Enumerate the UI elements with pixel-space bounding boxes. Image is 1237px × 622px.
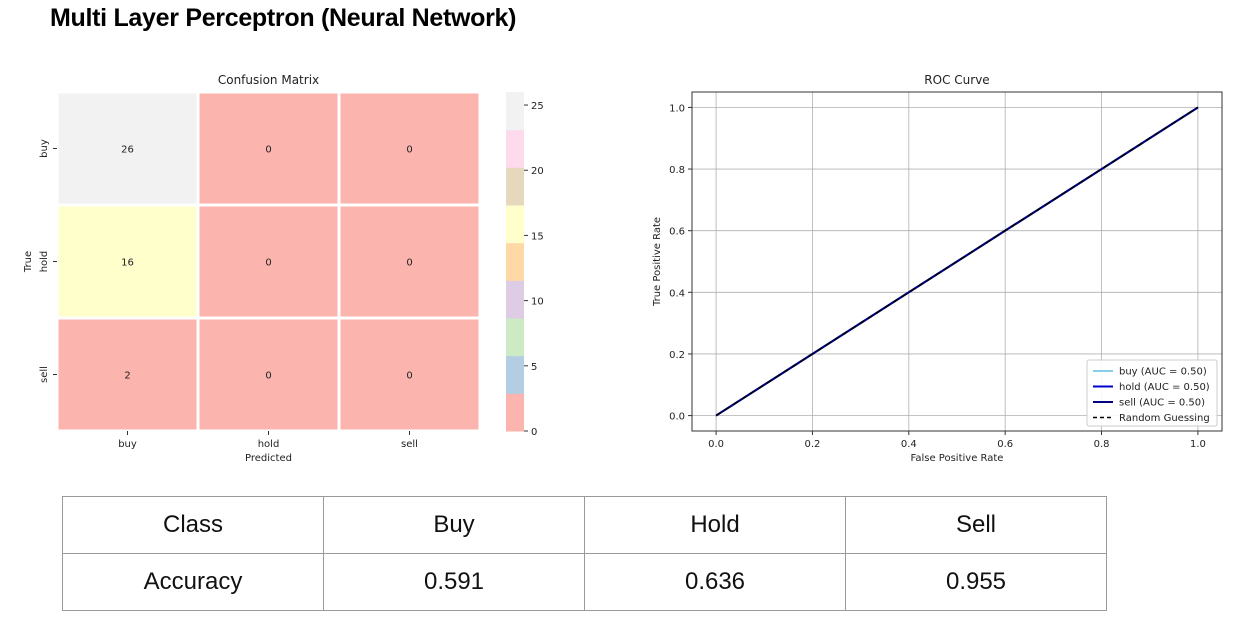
y-tick-label: 1.0	[669, 103, 685, 114]
plot-frame	[691, 91, 1223, 432]
metrics-header-row: Class Buy Hold Sell	[62, 496, 1107, 554]
colorbar-tick-label: 20	[531, 166, 544, 177]
y-axis-label: True Positive Rate	[652, 217, 663, 307]
cell-value-label: 0	[265, 371, 271, 382]
cell-value-label: 0	[406, 145, 412, 156]
y-tick-label: buy	[39, 139, 50, 158]
colorbar-tick-label: 5	[531, 362, 537, 373]
metrics-table: Class Buy Hold Sell Accuracy 0.591 0.636…	[62, 496, 1107, 611]
x-tick-label: hold	[258, 439, 280, 450]
metrics-header-cell: Sell	[845, 496, 1107, 554]
heatmap-cell	[196, 316, 341, 433]
x-tick-label: 0.6	[997, 439, 1013, 450]
x-tick-label: 1.0	[1190, 439, 1206, 450]
metrics-cell: 0.636	[584, 553, 846, 611]
colorbar-segment	[506, 318, 524, 357]
x-axis-label: False Positive Rate	[911, 453, 1004, 464]
chart-title: ROC Curve	[924, 73, 989, 87]
cell-value-label: 2	[124, 371, 130, 382]
colorbar-tick-label: 10	[531, 297, 544, 308]
heatmap-cell	[337, 203, 482, 320]
y-axis-label: True	[23, 251, 34, 273]
heatmap-cell	[196, 90, 341, 207]
x-tick-label: 0.8	[1094, 439, 1110, 450]
legend-label: Random Guessing	[1119, 413, 1210, 424]
colorbar-segment	[506, 242, 524, 281]
metrics-cell: 0.591	[323, 553, 585, 611]
colorbar-segment	[506, 129, 524, 168]
y-tick-label: 0.0	[669, 412, 685, 423]
x-axis-label: Predicted	[245, 453, 292, 464]
y-tick-label: 0.6	[669, 227, 685, 238]
cell-value-label: 0	[265, 145, 271, 156]
y-tick-label: hold	[39, 251, 50, 273]
colorbar-segment	[506, 355, 524, 394]
legend-label: hold (AUC = 0.50)	[1119, 382, 1210, 393]
x-tick-label: sell	[401, 439, 418, 450]
cell-value-label: 0	[406, 258, 412, 269]
y-tick-label: sell	[39, 366, 50, 383]
metrics-header-cell: Class	[62, 496, 324, 554]
y-tick-label: 0.8	[669, 165, 685, 176]
cell-value-label: 26	[121, 145, 134, 156]
cell-value-label: 16	[121, 258, 134, 269]
legend-label: buy (AUC = 0.50)	[1119, 367, 1207, 378]
colorbar-segment	[506, 167, 524, 206]
cell-value-label: 0	[406, 371, 412, 382]
y-tick-label: 0.2	[669, 350, 685, 361]
legend-label: sell (AUC = 0.50)	[1119, 398, 1205, 409]
roc-curve-chart: ROC Curve 0.0 0.2 0.4 0.6 0.8 1.0 0.0 0.2 0.4 0.6 0…	[652, 73, 1223, 464]
colorbar-tick-label: 25	[531, 101, 544, 112]
metrics-row: Accuracy 0.591 0.636 0.955	[62, 553, 1107, 611]
colorbar-segment	[506, 92, 524, 131]
cell-value-label: 0	[265, 258, 271, 269]
roc-series-line	[715, 106, 1199, 417]
legend-box	[1086, 359, 1218, 427]
metrics-cell: Accuracy	[62, 553, 324, 611]
x-tick-label: buy	[118, 439, 137, 450]
colorbar-segment	[506, 280, 524, 319]
chart-title: Confusion Matrix	[218, 73, 319, 87]
metrics-header-cell: Buy	[323, 496, 585, 554]
colorbar-segment	[506, 393, 524, 432]
colorbar-tick-label: 0	[531, 427, 537, 438]
colorbar-segment	[506, 205, 524, 244]
y-tick-label: 0.4	[669, 288, 685, 299]
x-tick-label: 0.4	[901, 439, 917, 450]
colorbar-tick-label: 15	[531, 231, 544, 242]
x-tick-label: 0.2	[805, 439, 821, 450]
x-tick-label: 0.0	[708, 439, 724, 450]
page-title: Multi Layer Perceptron (Neural Network)	[50, 4, 517, 32]
metrics-header-cell: Hold	[584, 496, 846, 554]
metrics-cell: 0.955	[845, 553, 1107, 611]
